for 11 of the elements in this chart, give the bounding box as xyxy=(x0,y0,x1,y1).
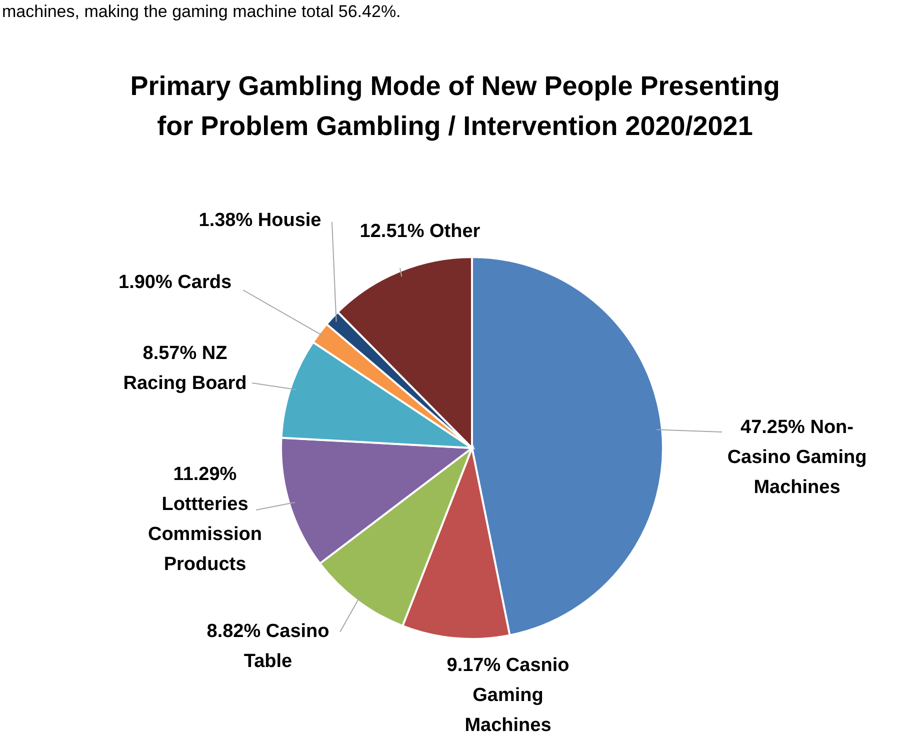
slice-label: 9.17% Casnio Gaming Machines xyxy=(446,655,570,736)
slice-label: Lottteries Commission Products xyxy=(148,494,262,575)
slice-label: 47.25% Non-Casino Gaming Machines xyxy=(727,417,867,498)
slice-label: 1.38% Housie xyxy=(198,210,322,231)
chart-title: Primary Gambling Mode of New People Presenting for Problem Gambling / Intervention 2020/2021 xyxy=(130,71,780,141)
text: machines, making the gaming machine total 56.42%. xyxy=(2,2,401,21)
slice-label: 1.90% Cards xyxy=(118,272,232,293)
slice-label: 8.82% Casino Table xyxy=(206,621,330,672)
slice-label: 8.57% NZ Racing Board xyxy=(123,343,247,394)
slice-label: 12.51% Other xyxy=(360,221,481,242)
data-label: 11.29% xyxy=(173,464,237,485)
